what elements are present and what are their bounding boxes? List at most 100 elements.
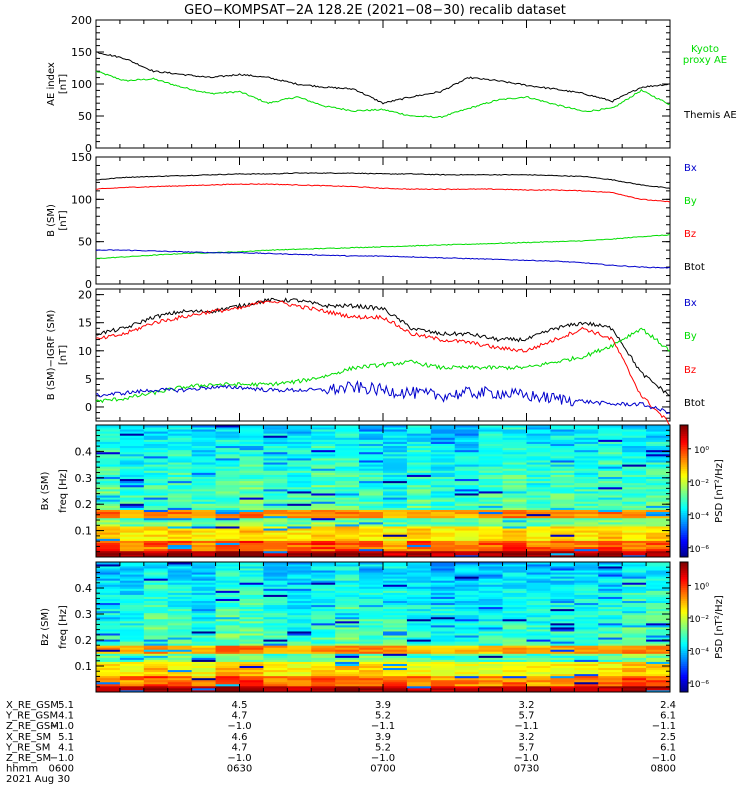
spectrogram-cell	[167, 566, 193, 569]
spectrogram-cell	[406, 536, 432, 539]
spectrogram-cell	[143, 580, 169, 583]
colorbar-step	[680, 585, 688, 589]
spectrogram-cell	[191, 663, 216, 666]
spectrogram-cell	[502, 429, 527, 432]
spectrogram-cell	[478, 449, 503, 453]
spectrogram-cell	[263, 519, 288, 523]
spectrogram-cell	[622, 622, 647, 626]
spectrogram-cell	[550, 657, 575, 660]
spectrogram-cell	[287, 627, 312, 630]
orbit-value: 5.7	[519, 711, 535, 722]
spectrogram-cell	[359, 669, 384, 673]
spectrogram-cell	[550, 484, 575, 488]
y-tick-label: 0.3	[75, 608, 93, 621]
spectrogram-cell	[96, 532, 121, 535]
colorbar-step	[680, 548, 688, 551]
spectrogram-cell	[454, 524, 480, 527]
spectrogram-cell	[263, 624, 288, 628]
spectrogram-cell	[383, 633, 408, 636]
spectrogram-cell	[406, 614, 432, 618]
spectrogram-cell	[143, 482, 169, 486]
spectrogram-cell	[478, 645, 503, 648]
spectrogram-cell	[406, 671, 432, 675]
spectrogram-cell	[143, 544, 169, 548]
spectrogram-cell	[478, 600, 503, 604]
spectrogram-cell	[359, 649, 384, 652]
spectrogram-cell	[430, 610, 456, 614]
spectrogram-cell	[478, 431, 503, 434]
spectrogram-cell	[119, 491, 145, 494]
spectrogram-cell	[478, 635, 503, 638]
spectrogram-cell	[383, 602, 408, 606]
spectrogram-cell	[478, 507, 503, 510]
spectrogram-cell	[143, 499, 169, 502]
spectrogram-cell	[287, 472, 312, 475]
spectrogram-cell	[96, 675, 121, 679]
spectrogram-cell	[526, 451, 551, 455]
spectrogram-cell	[239, 584, 264, 587]
spectrogram-cell	[287, 534, 312, 537]
spectrogram-cell	[478, 661, 503, 664]
spectrogram-cell	[430, 548, 456, 552]
spectrogram-cell	[622, 460, 647, 463]
spectrogram-cell	[215, 478, 240, 482]
spectrogram-cell	[119, 482, 145, 486]
colorbar-step	[680, 646, 688, 650]
spectrogram-cell	[502, 439, 527, 442]
spectrogram-cell	[406, 458, 432, 461]
spectrogram-cell	[215, 586, 240, 589]
spectrogram-cell	[191, 528, 216, 531]
spectrogram-cell	[526, 566, 551, 569]
spectrogram-cell	[263, 464, 288, 467]
spectrogram-cell	[143, 495, 169, 498]
spectrogram-cell	[383, 495, 408, 498]
spectrogram-cell	[646, 576, 671, 579]
spectrogram-cell	[311, 464, 336, 467]
spectrogram-cell	[526, 687, 551, 691]
orbit-value: 5.2	[375, 742, 391, 753]
spectrogram-cell	[406, 441, 432, 444]
spectrogram-cell	[574, 635, 599, 638]
spectrogram-cell	[622, 550, 647, 554]
spectrogram-cell	[646, 663, 671, 666]
spectrogram-cell	[526, 507, 551, 510]
spectrogram-cell	[406, 554, 432, 558]
spectrogram-cell	[646, 478, 671, 482]
spectrogram-cell	[430, 568, 456, 571]
spectrogram-cell	[430, 466, 456, 469]
spectrogram-cell	[215, 519, 240, 523]
orbit-value: 0600	[49, 764, 74, 775]
spectrogram-cell	[478, 534, 503, 537]
spectrogram-cell	[478, 574, 503, 577]
spectrogram-cell	[119, 468, 145, 471]
spectrogram-cell	[143, 677, 169, 681]
spectrogram-cell	[143, 574, 169, 577]
spectrogram-cell	[598, 474, 623, 477]
spectrogram-cell	[335, 622, 360, 626]
spectrogram-cell	[598, 427, 623, 430]
spectrogram-cell	[526, 425, 551, 428]
spectrogram-cell	[502, 578, 527, 581]
colorbar-step	[680, 629, 688, 632]
spectrogram-cell	[167, 550, 193, 554]
spectrogram-cell	[478, 521, 503, 525]
orbit-value: 3.9	[375, 732, 391, 743]
spectrogram-cell	[622, 610, 647, 614]
spectrogram-cell	[167, 578, 193, 581]
spectrogram-cell	[96, 439, 121, 442]
spectrogram-cell	[215, 596, 240, 599]
spectrogram-cell	[119, 538, 145, 541]
spectrogram-cell	[191, 474, 216, 477]
spectrogram-cell	[383, 554, 408, 558]
spectrogram-cell	[263, 608, 288, 612]
spectrogram-cell	[430, 572, 456, 575]
spectrogram-cell	[383, 629, 408, 632]
spectrogram-cell	[335, 536, 360, 539]
spectrogram-cell	[574, 495, 599, 498]
spectrogram-cell	[406, 460, 432, 463]
spectrogram-cell	[574, 499, 599, 502]
spectrogram-cell	[383, 614, 408, 618]
spectrogram-cell	[119, 435, 145, 438]
spectrogram-cell	[335, 600, 360, 604]
spectrogram-cell	[622, 624, 647, 628]
